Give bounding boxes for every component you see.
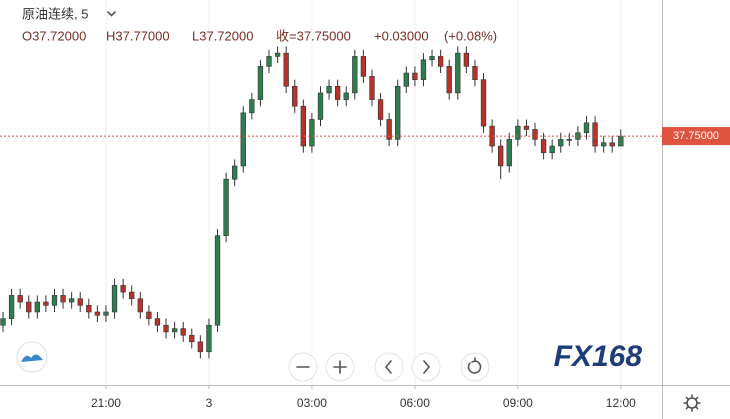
x-tick-label: 03:00 <box>297 396 327 410</box>
candle-body <box>86 305 92 313</box>
legend-change-pct: (+0.08%) <box>444 28 497 43</box>
legend-high: H37.77000 <box>106 28 170 43</box>
legend-close: 收=37.75000 <box>276 28 351 43</box>
candle-body <box>583 122 590 134</box>
candle-body <box>206 324 212 353</box>
candle-body <box>146 311 152 319</box>
candle-body <box>77 298 83 306</box>
candle-body <box>523 125 530 130</box>
candle-body <box>94 311 101 316</box>
candle-body <box>163 324 169 333</box>
candle-body <box>618 135 624 147</box>
last-price-label: 37.75000 <box>673 130 719 142</box>
candle-body <box>532 129 538 140</box>
candle-body <box>257 66 264 100</box>
candle-body <box>137 298 143 313</box>
candle-body <box>292 85 298 107</box>
logo-icon[interactable] <box>16 341 48 373</box>
interval-dropdown[interactable] <box>107 11 116 17</box>
plot-area <box>0 0 662 385</box>
x-tick-label: 3 <box>206 396 213 410</box>
candle-body <box>455 52 461 94</box>
candle-body <box>549 145 555 153</box>
candle-body <box>326 85 332 94</box>
candle-body <box>429 56 435 61</box>
candle-body <box>506 139 512 167</box>
candle-body <box>8 295 15 319</box>
candle-body <box>352 56 358 94</box>
candle-body <box>197 341 204 353</box>
candle-body <box>558 139 564 147</box>
candle-body <box>369 76 375 100</box>
candle-body <box>120 285 126 293</box>
candle-body <box>437 56 444 67</box>
candle-body <box>334 85 341 100</box>
candle-body <box>68 298 75 303</box>
candle-body <box>386 119 392 140</box>
candle-body <box>472 66 478 80</box>
scroll-left-button[interactable] <box>374 352 404 382</box>
candle-body <box>266 56 272 67</box>
candle-body <box>232 165 238 180</box>
candle-body <box>515 125 521 140</box>
candle-body <box>360 56 367 77</box>
candle-body <box>154 318 161 326</box>
legend-open: O37.72000 <box>22 28 86 43</box>
candle-body <box>300 105 306 147</box>
candle-body <box>274 52 281 57</box>
candle-body <box>609 142 615 147</box>
candle-body <box>223 178 229 236</box>
candle-body <box>540 139 547 153</box>
candle-body <box>129 291 135 300</box>
reset-button[interactable] <box>460 352 490 382</box>
candle-body <box>249 99 255 114</box>
scroll-right-button[interactable] <box>411 352 441 382</box>
legend-change: +0.03000 <box>374 28 429 43</box>
candle-body <box>26 301 32 313</box>
candle-body <box>283 52 289 87</box>
candle-body <box>343 92 349 100</box>
candle-body <box>309 119 315 147</box>
settings-button[interactable] <box>683 394 701 412</box>
candle-body <box>463 52 470 67</box>
candle-body <box>403 72 409 87</box>
x-tick-label: 12:00 <box>606 396 636 410</box>
x-tick-label: 06:00 <box>400 396 430 410</box>
candle-body <box>395 85 401 140</box>
candle-body <box>180 328 186 336</box>
candle-body <box>377 99 384 120</box>
candle-body <box>43 301 49 306</box>
candle-body <box>240 112 246 167</box>
candle-body <box>51 295 58 306</box>
candle-body <box>214 235 221 326</box>
candle-body <box>566 139 572 141</box>
zoom-in-button[interactable] <box>325 352 355 382</box>
candle-body <box>592 122 598 147</box>
candle-body <box>412 72 418 80</box>
candle-body <box>600 142 607 147</box>
candle-body <box>0 318 6 326</box>
candle-body <box>111 285 118 313</box>
candle-body <box>446 66 452 94</box>
x-tick-label: 09:00 <box>503 396 533 410</box>
candle-body <box>34 301 40 313</box>
chart-title: 原油连续, 5 <box>22 6 88 21</box>
watermark: FX168 <box>554 340 643 373</box>
candle-body <box>189 334 195 343</box>
candle-body <box>498 145 504 167</box>
candle-body <box>480 79 487 127</box>
candle-body <box>420 59 427 80</box>
candle-body <box>171 328 178 333</box>
legend-low: L37.72000 <box>192 28 253 43</box>
candle-body <box>103 311 109 316</box>
candle-body <box>60 295 66 303</box>
candle-body <box>317 92 324 120</box>
candle-body <box>17 295 23 303</box>
x-tick-label: 21:00 <box>91 396 121 410</box>
last-price-box <box>662 127 730 146</box>
zoom-out-button[interactable] <box>288 352 318 382</box>
